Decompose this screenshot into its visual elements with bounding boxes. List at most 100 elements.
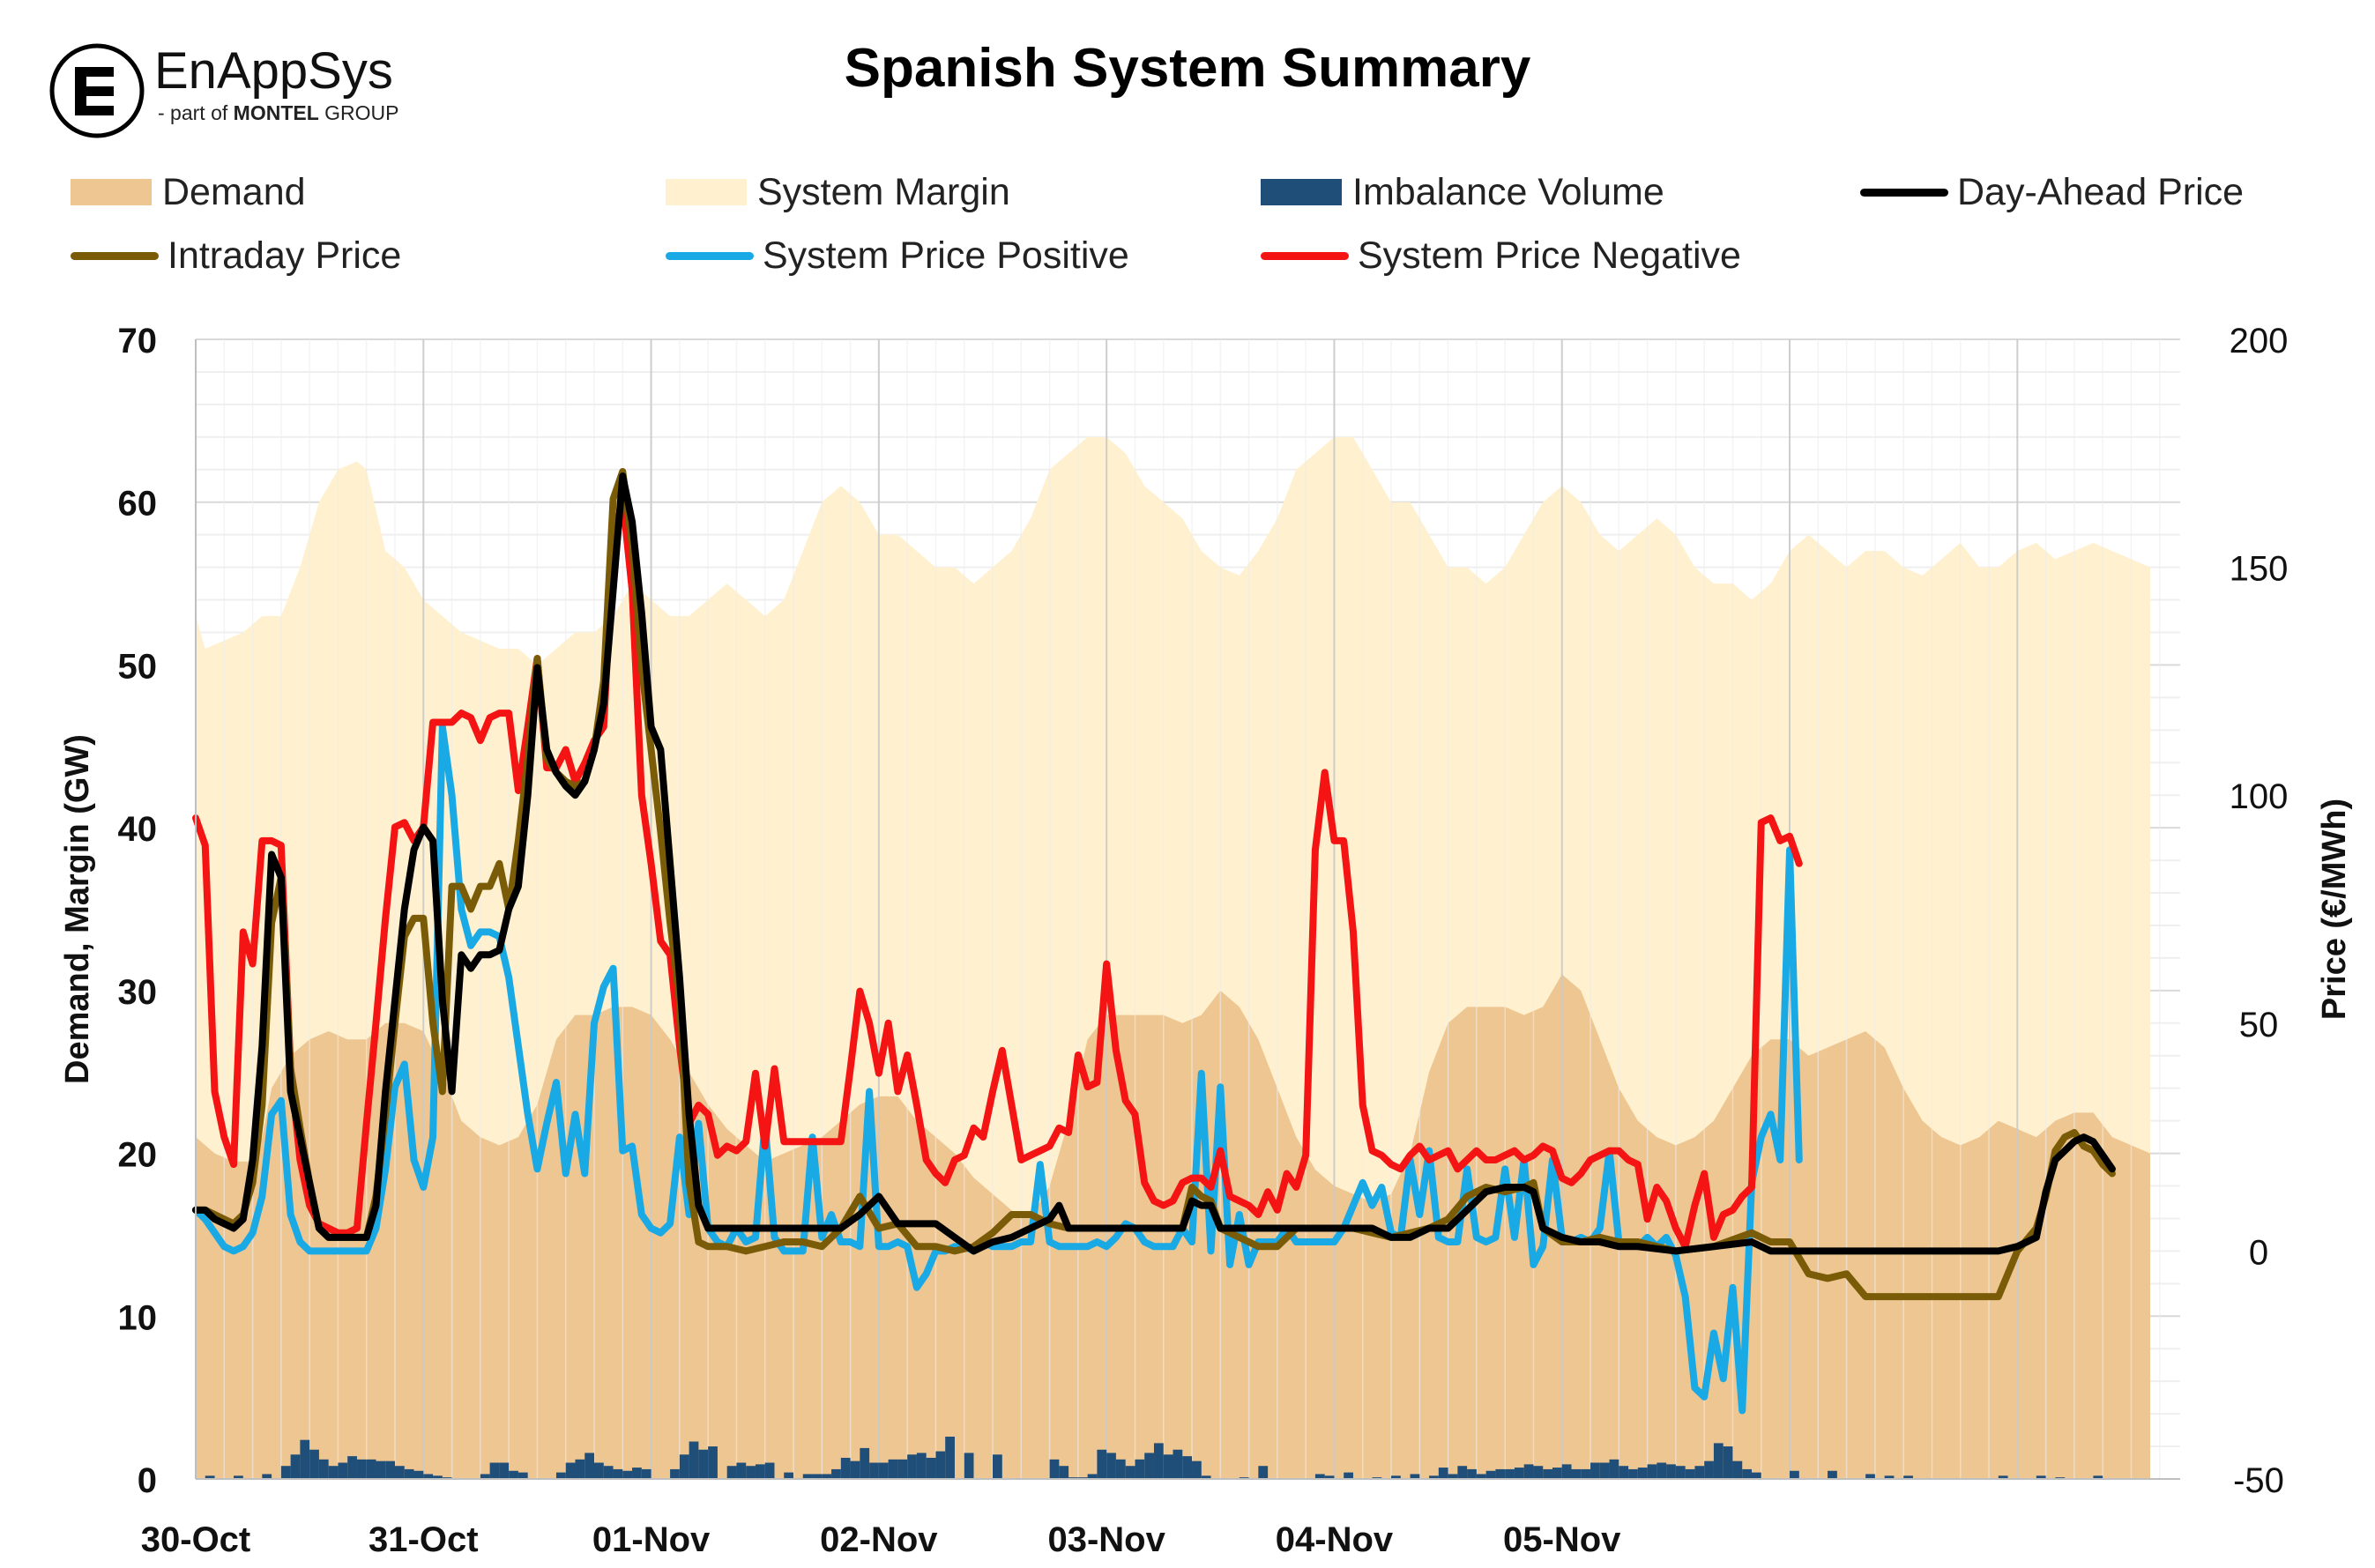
- imbalance-bar: [993, 1454, 1002, 1479]
- imbalance-bar: [433, 1475, 443, 1479]
- imbalance-bar: [1884, 1475, 1895, 1479]
- legend-swatch: [1261, 251, 1349, 260]
- imbalance-bar: [812, 1474, 823, 1479]
- imbalance-bar: [736, 1462, 747, 1479]
- y-tick-right: 200: [2230, 322, 2289, 360]
- imbalance-bar: [262, 1474, 272, 1479]
- imbalance-bar: [1647, 1464, 1657, 1479]
- imbalance-bar: [878, 1462, 889, 1479]
- imbalance-bar: [2093, 1475, 2103, 1479]
- x-tick-label: 31-Oct: [369, 1520, 479, 1559]
- legend-swatch: [1261, 179, 1342, 205]
- legend-item: System Price Negative: [1261, 229, 1741, 282]
- x-tick-label: 05-Nov: [1503, 1520, 1621, 1559]
- imbalance-bar: [622, 1470, 633, 1479]
- imbalance-bar: [897, 1459, 908, 1479]
- legend-label: System Margin: [757, 170, 1010, 213]
- imbalance-bar: [632, 1468, 642, 1479]
- imbalance-bar: [1125, 1466, 1135, 1479]
- imbalance-bar: [764, 1462, 775, 1479]
- y-tick-left: 10: [118, 1298, 158, 1337]
- imbalance-bar: [1485, 1470, 1496, 1479]
- legend-swatch: [71, 179, 152, 205]
- y-axis-title-right: Price (€/MWh): [2316, 799, 2353, 1020]
- day-ahead-priceline: [192, 472, 2116, 1255]
- imbalance-bar: [869, 1462, 879, 1479]
- imbalance-bar: [347, 1456, 357, 1479]
- imbalance-bar: [1135, 1459, 1145, 1479]
- imbalance-bar: [234, 1475, 243, 1479]
- imbalance-bar: [423, 1474, 434, 1479]
- imbalance-bar: [755, 1464, 765, 1479]
- legend-item: Imbalance Volume: [1261, 166, 1664, 219]
- imbalance-bar: [831, 1468, 841, 1479]
- y-tick-right: 100: [2230, 777, 2289, 816]
- imbalance-bar: [926, 1457, 936, 1479]
- imbalance-bar: [964, 1453, 974, 1479]
- imbalance-bar: [613, 1468, 623, 1479]
- imbalance-bar: [1713, 1443, 1724, 1479]
- svg-text:- part of MONTEL G: - part of MONTEL GROUP: [158, 101, 399, 124]
- imbalance-bar: [1561, 1464, 1572, 1479]
- imbalance-bar: [1324, 1475, 1335, 1479]
- y-tick-right: -50: [2233, 1461, 2284, 1500]
- y-tick-left: 30: [118, 973, 158, 1012]
- imbalance-bar: [309, 1449, 319, 1479]
- legend-label: Day-Ahead Price: [1957, 170, 2245, 213]
- legend-item: System Margin: [666, 166, 1010, 219]
- imbalance-bar: [280, 1466, 291, 1479]
- imbalance-bar: [726, 1466, 737, 1479]
- legend-item: Intraday Price: [71, 229, 401, 282]
- imbalance-bar: [1495, 1468, 1506, 1479]
- legend-item: System Price Positive: [666, 229, 1129, 282]
- imbalance-bar: [603, 1466, 614, 1479]
- imbalance-bar: [1467, 1468, 1477, 1479]
- imbalance-bar: [1115, 1459, 1126, 1479]
- imbalance-bar: [698, 1449, 709, 1479]
- imbalance-bar: [480, 1474, 490, 1479]
- imbalance-bar: [670, 1468, 680, 1479]
- imbalance-bar: [1865, 1474, 1875, 1479]
- imbalance-bar: [1637, 1468, 1648, 1479]
- legend-item: Day-Ahead Price: [1860, 166, 2244, 219]
- y-tick-left: 20: [118, 1136, 158, 1175]
- legend-swatch: [1860, 188, 1948, 197]
- imbalance-bar: [1628, 1468, 1638, 1479]
- imbalance-bar: [1182, 1456, 1193, 1479]
- imbalance-bar: [916, 1453, 927, 1479]
- imbalance-bar: [1173, 1449, 1183, 1479]
- imbalance-bar: [1751, 1472, 1761, 1479]
- legend-label: System Price Negative: [1358, 234, 1741, 277]
- imbalance-bar: [1201, 1475, 1211, 1479]
- imbalance-bar: [1087, 1474, 1098, 1479]
- legend-item: Demand: [71, 166, 306, 219]
- imbalance-bar: [1732, 1460, 1743, 1479]
- imbalance-bar: [1571, 1468, 1582, 1479]
- imbalance-bar: [1163, 1454, 1173, 1479]
- imbalance-bar: [802, 1474, 813, 1479]
- imbalance-bar: [1097, 1449, 1107, 1479]
- imbalance-bar: [205, 1475, 215, 1479]
- x-tick-label: 01-Nov: [592, 1520, 711, 1559]
- imbalance-bar: [376, 1460, 386, 1479]
- imbalance-bar: [517, 1472, 528, 1479]
- imbalance-bar: [509, 1470, 518, 1479]
- imbalance-bar: [822, 1474, 832, 1479]
- imbalance-bar: [641, 1468, 651, 1479]
- imbalance-bar: [1106, 1453, 1116, 1479]
- imbalance-bar: [1514, 1468, 1524, 1479]
- imbalance-bar: [1694, 1466, 1705, 1479]
- enappsys-logo: EnAppSys - part of MONTEL GROUP: [48, 42, 445, 139]
- imbalance-bar: [907, 1454, 917, 1479]
- imbalance-bar: [888, 1459, 898, 1479]
- imbalance-bar: [1828, 1470, 1837, 1479]
- imbalance-bar: [1599, 1462, 1610, 1479]
- imbalance-bar: [1410, 1474, 1420, 1479]
- imbalance-bar: [356, 1459, 367, 1479]
- x-tick-label: 04-Nov: [1276, 1520, 1394, 1559]
- imbalance-bar: [860, 1447, 870, 1479]
- system-price-positiveline: [192, 723, 1803, 1415]
- imbalance-bar: [2036, 1475, 2046, 1479]
- imbalance-bar: [1998, 1475, 2008, 1479]
